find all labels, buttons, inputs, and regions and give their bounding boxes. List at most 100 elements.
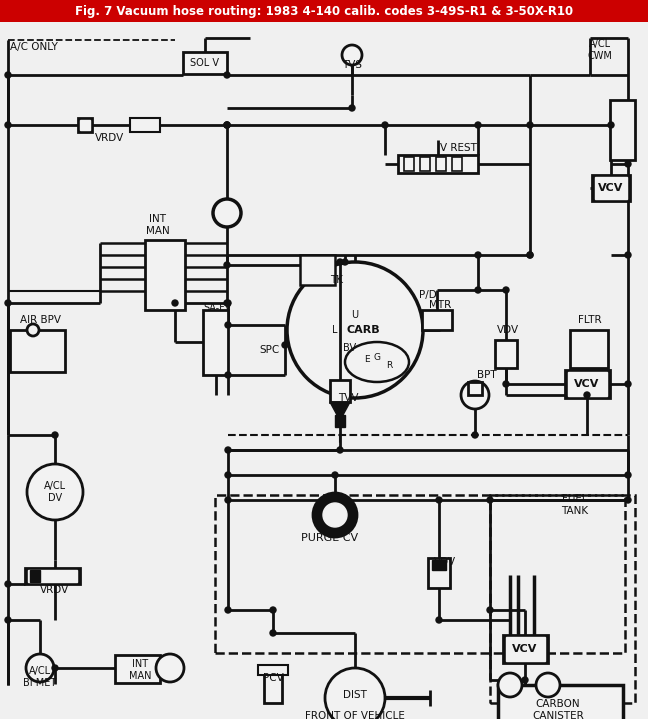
Circle shape — [5, 122, 11, 128]
Text: SOL V: SOL V — [191, 58, 220, 68]
Text: PURGE CV: PURGE CV — [301, 533, 358, 543]
Text: SPC: SPC — [260, 345, 280, 355]
Text: INT
MAN: INT MAN — [129, 659, 151, 681]
Bar — [568, 372, 607, 396]
Text: MTR: MTR — [429, 300, 451, 310]
Text: FLTR: FLTR — [578, 315, 602, 325]
Circle shape — [527, 252, 533, 258]
Circle shape — [342, 259, 348, 265]
Circle shape — [225, 607, 231, 613]
Text: A/CL
CWM: A/CL CWM — [588, 40, 612, 61]
Text: VCV: VCV — [598, 183, 623, 193]
Text: FRONT OF VEHICLE: FRONT OF VEHICLE — [305, 711, 405, 719]
Polygon shape — [330, 402, 350, 415]
Circle shape — [225, 497, 231, 503]
Text: A/C ONLY: A/C ONLY — [10, 42, 58, 52]
Text: Fig. 7 Vacuum hose routing: 1983 4-140 calib. codes 3-49S-R1 & 3-50X-R10: Fig. 7 Vacuum hose routing: 1983 4-140 c… — [75, 4, 573, 17]
Ellipse shape — [345, 342, 409, 382]
Circle shape — [461, 381, 489, 409]
Circle shape — [225, 322, 231, 328]
Bar — [215, 495, 625, 653]
Bar — [432, 560, 446, 570]
Circle shape — [475, 252, 481, 258]
Text: VCV: VCV — [513, 644, 538, 654]
Text: FUEL
TANK: FUEL TANK — [561, 494, 588, 516]
Text: CARB: CARB — [346, 325, 380, 335]
Circle shape — [503, 381, 509, 387]
Circle shape — [487, 497, 493, 503]
Circle shape — [498, 673, 522, 697]
Bar — [115, 655, 160, 683]
Text: VRDV: VRDV — [95, 133, 124, 143]
Text: R: R — [386, 360, 392, 370]
Circle shape — [436, 497, 442, 503]
Circle shape — [313, 493, 357, 537]
Circle shape — [52, 665, 58, 671]
Text: TK: TK — [330, 275, 343, 285]
Bar — [506, 637, 545, 661]
Bar — [80, 120, 90, 130]
Bar — [490, 495, 635, 703]
Circle shape — [503, 287, 509, 293]
Text: TVV: TVV — [338, 393, 358, 403]
Circle shape — [522, 677, 528, 683]
Bar — [436, 157, 446, 171]
Text: INT
MAN: INT MAN — [146, 214, 170, 236]
Bar — [404, 157, 414, 171]
Circle shape — [472, 432, 478, 438]
Bar — [468, 382, 482, 395]
Circle shape — [225, 472, 231, 478]
Circle shape — [27, 464, 83, 520]
Bar — [264, 668, 282, 703]
Text: BV: BV — [343, 343, 356, 353]
Bar — [78, 118, 92, 132]
Circle shape — [625, 252, 631, 258]
Circle shape — [475, 287, 481, 293]
Text: CARBON
CANISTER: CARBON CANISTER — [532, 699, 584, 719]
Circle shape — [224, 262, 230, 268]
Circle shape — [224, 122, 230, 128]
Bar — [30, 570, 40, 582]
Bar — [28, 570, 77, 582]
Circle shape — [487, 607, 493, 613]
Circle shape — [224, 122, 230, 128]
Text: P/D: P/D — [419, 290, 437, 300]
Bar — [145, 240, 185, 310]
Bar — [592, 175, 630, 201]
Text: E: E — [364, 355, 370, 365]
Text: VDV: VDV — [434, 557, 456, 567]
Circle shape — [527, 252, 533, 258]
Bar — [565, 370, 610, 398]
Circle shape — [475, 122, 481, 128]
Bar — [183, 52, 227, 74]
Circle shape — [323, 503, 347, 527]
Circle shape — [287, 262, 423, 398]
Circle shape — [5, 72, 11, 78]
Circle shape — [332, 472, 338, 478]
Text: A/CL
DV: A/CL DV — [44, 481, 66, 503]
Circle shape — [26, 654, 54, 682]
Bar — [595, 177, 627, 199]
Bar — [428, 558, 450, 588]
Text: VRDV: VRDV — [40, 585, 69, 595]
Text: PCV: PCV — [262, 673, 283, 683]
Circle shape — [52, 432, 58, 438]
Circle shape — [625, 161, 631, 167]
Circle shape — [536, 673, 560, 697]
Circle shape — [625, 472, 631, 478]
Circle shape — [270, 630, 276, 636]
Text: U: U — [351, 310, 358, 320]
Circle shape — [156, 654, 184, 682]
Circle shape — [625, 381, 631, 387]
Text: AIR BPV: AIR BPV — [19, 315, 60, 325]
Circle shape — [282, 342, 288, 348]
Circle shape — [224, 72, 230, 78]
Circle shape — [213, 199, 241, 227]
Bar — [330, 380, 350, 402]
Circle shape — [382, 122, 388, 128]
Circle shape — [349, 105, 355, 111]
Bar — [570, 330, 608, 368]
Text: BPT: BPT — [477, 370, 497, 380]
Circle shape — [172, 300, 178, 306]
Circle shape — [436, 617, 442, 623]
